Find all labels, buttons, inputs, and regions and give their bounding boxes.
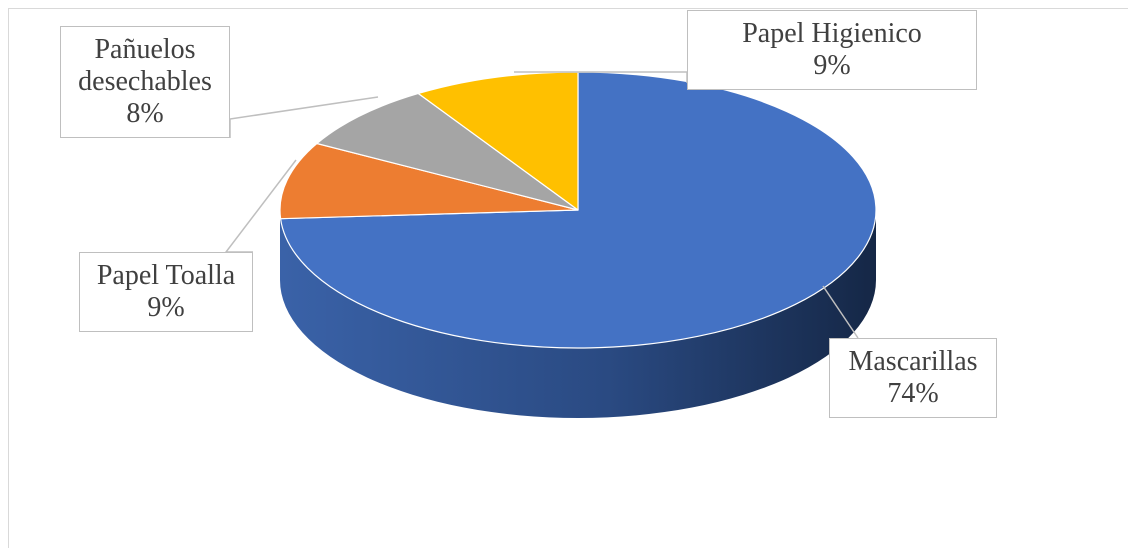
pie-side-mascarillas <box>280 210 876 418</box>
label-percent: 8% <box>126 98 164 129</box>
chart-frame <box>8 8 1128 548</box>
label-name-line2: desechables <box>78 66 212 97</box>
label-percent: 74% <box>887 378 939 409</box>
pie-side-wall <box>280 210 876 418</box>
leader-line-mascarillas <box>822 285 859 339</box>
label-name: Papel Higienico <box>742 18 922 49</box>
pie-slice-panuelos <box>316 92 579 211</box>
label-percent: 9% <box>813 50 851 81</box>
data-label-toalla: Papel Toalla 9% <box>79 252 253 332</box>
data-label-mascarillas: Mascarillas 74% <box>829 338 997 418</box>
label-name: Papel Toalla <box>96 260 236 291</box>
label-percent: 9% <box>147 292 185 323</box>
pie-top <box>279 71 877 349</box>
leader-line-panuelos <box>229 96 379 138</box>
data-label-panuelos: Pañuelos desechables 8% <box>60 26 230 138</box>
pie-slice-toalla <box>279 142 579 220</box>
data-label-higienico: Papel Higienico 9% <box>687 10 977 90</box>
label-name-line1: Pañuelos <box>94 34 196 65</box>
label-name: Mascarillas <box>848 346 978 377</box>
